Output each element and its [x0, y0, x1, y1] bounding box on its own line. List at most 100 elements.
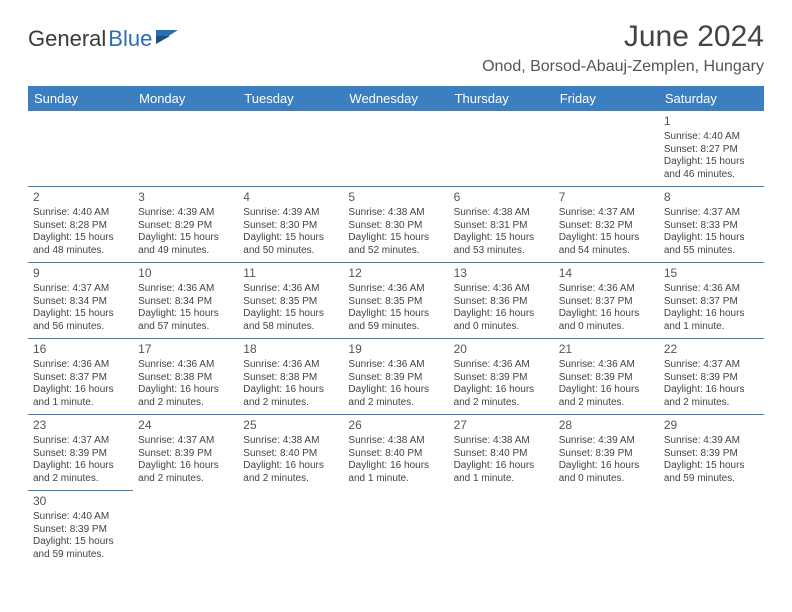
- weekday-header: Friday: [554, 86, 659, 111]
- day-daylight2: and 48 minutes.: [33, 245, 128, 258]
- calendar-day-cell: 21 Sunrise: 4:36 AMSunset: 8:39 PMDayligh…: [554, 339, 659, 415]
- calendar-day-cell: 12Sunrise: 4:36 AMSunset: 8:35 PMDayligh…: [343, 263, 448, 339]
- calendar-day-cell: 22Sunrise: 4:37 AMSunset: 8:39 PMDayligh…: [659, 339, 764, 415]
- day-daylight1: Daylight: 16 hours: [454, 384, 549, 397]
- day-daylight1: Daylight: 16 hours: [664, 384, 759, 397]
- day-daylight1: Daylight: 16 hours: [559, 308, 654, 321]
- calendar-day-cell: 19Sunrise: 4:36 AMSunset: 8:39 PMDayligh…: [343, 339, 448, 415]
- calendar-day-cell: 8Sunrise: 4:37 AMSunset: 8:33 PMDaylight…: [659, 187, 764, 263]
- day-sunrise: Sunrise: 4:40 AM: [664, 131, 759, 144]
- day-daylight2: and 55 minutes.: [664, 245, 759, 258]
- calendar-day-cell: 6Sunrise: 4:38 AMSunset: 8:31 PMDaylight…: [449, 187, 554, 263]
- day-sunrise: Sunrise: 4:38 AM: [243, 435, 338, 448]
- day-number: 2: [33, 190, 128, 205]
- calendar-empty-cell: [343, 491, 448, 567]
- day-sunset: Sunset: 8:39 PM: [348, 372, 443, 385]
- day-daylight1: Daylight: 16 hours: [559, 384, 654, 397]
- day-daylight2: and 58 minutes.: [243, 321, 338, 334]
- calendar-day-cell: 14Sunrise: 4:36 AMSunset: 8:37 PMDayligh…: [554, 263, 659, 339]
- day-number: 18: [243, 342, 338, 357]
- day-sunrise: Sunrise: 4:36 AM: [454, 283, 549, 296]
- day-daylight2: and 2 minutes.: [348, 397, 443, 410]
- day-sunset: Sunset: 8:40 PM: [243, 448, 338, 461]
- day-number: 16: [33, 342, 128, 357]
- calendar-week-row: 16Sunrise: 4:36 AMSunset: 8:37 PMDayligh…: [28, 339, 764, 415]
- day-sunset: Sunset: 8:39 PM: [33, 448, 128, 461]
- day-number: 9: [33, 266, 128, 281]
- day-sunset: Sunset: 8:39 PM: [33, 524, 128, 537]
- day-number: 7: [559, 190, 654, 205]
- day-daylight1: Daylight: 15 hours: [243, 308, 338, 321]
- day-daylight2: and 0 minutes.: [559, 473, 654, 486]
- calendar-day-cell: 11Sunrise: 4:36 AMSunset: 8:35 PMDayligh…: [238, 263, 343, 339]
- day-number: 21: [559, 342, 654, 357]
- day-sunrise: Sunrise: 4:38 AM: [454, 207, 549, 220]
- day-sunset: Sunset: 8:39 PM: [559, 372, 654, 385]
- day-daylight1: Daylight: 16 hours: [559, 460, 654, 473]
- calendar-empty-cell: [449, 491, 554, 567]
- calendar-day-cell: 26Sunrise: 4:38 AMSunset: 8:40 PMDayligh…: [343, 415, 448, 491]
- day-daylight1: Daylight: 15 hours: [138, 232, 233, 245]
- day-sunset: Sunset: 8:37 PM: [664, 296, 759, 309]
- day-sunrise: Sunrise: 4:36 AM: [33, 359, 128, 372]
- day-sunrise: Sunrise: 4:37 AM: [664, 207, 759, 220]
- calendar-empty-cell: [554, 491, 659, 567]
- day-sunset: Sunset: 8:39 PM: [559, 448, 654, 461]
- day-daylight2: and 2 minutes.: [138, 397, 233, 410]
- day-number: 24: [138, 418, 233, 433]
- day-daylight1: Daylight: 15 hours: [664, 156, 759, 169]
- day-sunrise: Sunrise: 4:36 AM: [559, 283, 654, 296]
- day-daylight1: Daylight: 16 hours: [454, 308, 549, 321]
- day-sunrise: Sunrise: 4:37 AM: [138, 435, 233, 448]
- day-daylight2: and 1 minute.: [664, 321, 759, 334]
- day-sunset: Sunset: 8:29 PM: [138, 220, 233, 233]
- day-daylight2: and 49 minutes.: [138, 245, 233, 258]
- title-block: June 2024 Onod, Borsod-Abauj-Zemplen, Hu…: [482, 20, 764, 76]
- day-daylight2: and 54 minutes.: [559, 245, 654, 258]
- calendar-empty-cell: [554, 111, 659, 187]
- day-daylight2: and 59 minutes.: [664, 473, 759, 486]
- day-sunrise: Sunrise: 4:37 AM: [33, 283, 128, 296]
- day-daylight2: and 2 minutes.: [664, 397, 759, 410]
- day-daylight2: and 50 minutes.: [243, 245, 338, 258]
- day-daylight1: Daylight: 16 hours: [348, 460, 443, 473]
- day-daylight2: and 46 minutes.: [664, 169, 759, 182]
- calendar-week-row: 9 Sunrise: 4:37 AM Sunset: 8:34 PM Daylight…: [28, 263, 764, 339]
- day-sunset: Sunset: 8:40 PM: [454, 448, 549, 461]
- day-sunset: Sunset: 8:39 PM: [138, 448, 233, 461]
- day-daylight2: and 57 minutes.: [138, 321, 233, 334]
- day-sunset: Sunset: 8:34 PM: [138, 296, 233, 309]
- day-daylight2: and 0 minutes.: [559, 321, 654, 334]
- weekday-header: Sunday: [28, 86, 133, 111]
- day-sunset: Sunset: 8:37 PM: [559, 296, 654, 309]
- calendar-week-row: 2Sunrise: 4:40 AMSunset: 8:28 PMDaylight…: [28, 187, 764, 263]
- calendar-day-cell: 3Sunrise: 4:39 AMSunset: 8:29 PMDaylight…: [133, 187, 238, 263]
- day-sunrise: Sunrise: 4:40 AM: [33, 511, 128, 524]
- day-sunset: Sunset: 8:38 PM: [243, 372, 338, 385]
- day-daylight2: and 2 minutes.: [454, 397, 549, 410]
- day-sunrise: Sunrise: 4:37 AM: [664, 359, 759, 372]
- day-sunrise: Sunrise: 4:37 AM: [559, 207, 654, 220]
- calendar-empty-cell: [133, 491, 238, 567]
- calendar-day-cell: 5Sunrise: 4:38 AMSunset: 8:30 PMDaylight…: [343, 187, 448, 263]
- day-sunrise: Sunrise: 4:38 AM: [348, 435, 443, 448]
- calendar-day-cell: 2Sunrise: 4:40 AMSunset: 8:28 PMDaylight…: [28, 187, 133, 263]
- page-header: General Blue June 2024 Onod, Borsod-Abau…: [28, 20, 764, 76]
- day-sunrise: Sunrise: 4:36 AM: [559, 359, 654, 372]
- day-number: 30: [33, 494, 128, 509]
- calendar-day-cell: 1Sunrise: 4:40 AMSunset: 8:27 PMDaylight…: [659, 111, 764, 187]
- day-sunrise: Sunrise: 4:38 AM: [454, 435, 549, 448]
- calendar-empty-cell: [238, 491, 343, 567]
- calendar-header-row: SundayMondayTuesdayWednesdayThursdayFrid…: [28, 86, 764, 111]
- day-sunrise: Sunrise: 4:40 AM: [33, 207, 128, 220]
- day-daylight1: Daylight: 16 hours: [243, 384, 338, 397]
- day-sunset: Sunset: 8:30 PM: [243, 220, 338, 233]
- day-number: 28: [559, 418, 654, 433]
- day-daylight2: and 2 minutes.: [559, 397, 654, 410]
- day-daylight1: Daylight: 16 hours: [243, 460, 338, 473]
- weekday-header: Monday: [133, 86, 238, 111]
- day-daylight1: Daylight: 16 hours: [33, 460, 128, 473]
- calendar-day-cell: 29Sunrise: 4:39 AMSunset: 8:39 PMDayligh…: [659, 415, 764, 491]
- logo: General Blue: [28, 26, 180, 52]
- day-sunset: Sunset: 8:32 PM: [559, 220, 654, 233]
